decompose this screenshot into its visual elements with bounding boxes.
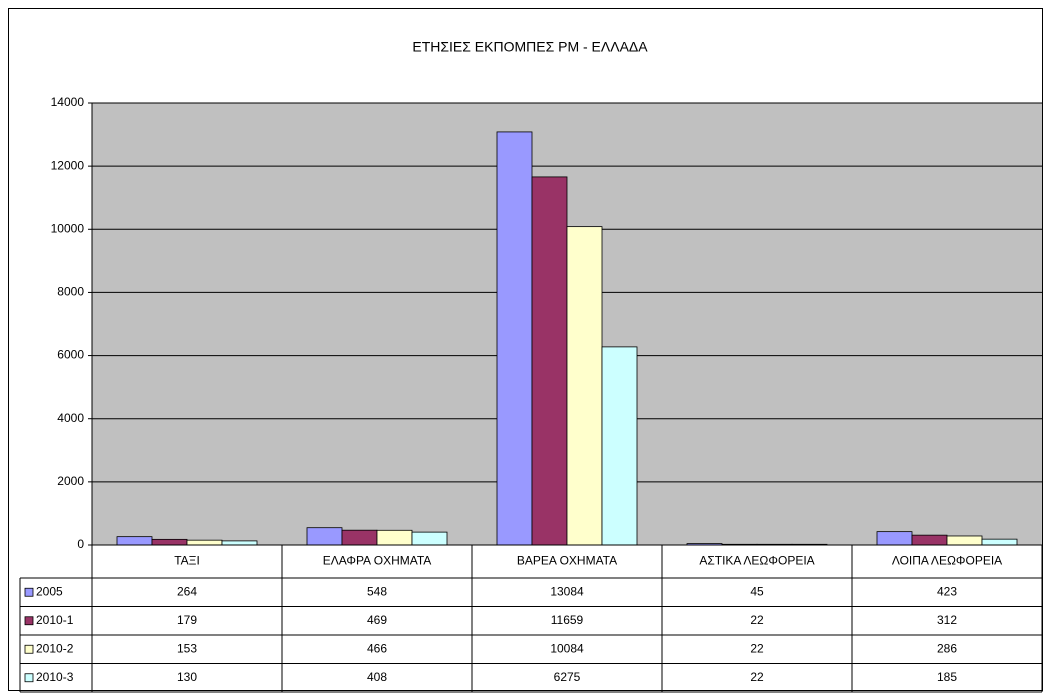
table-value: 312 — [937, 613, 957, 627]
table-value: 264 — [177, 584, 197, 598]
bar — [151, 538, 188, 546]
chart-title: ΕΤΗΣΙΕΣ ΕΚΠΟΜΠΕΣ PM - ΕΛΛΑΔΑ — [412, 39, 648, 55]
bar — [116, 536, 153, 546]
bar — [376, 529, 413, 546]
table-value: 22 — [750, 613, 764, 627]
table-value: 469 — [367, 613, 387, 627]
bar — [981, 538, 1018, 546]
bar — [531, 176, 568, 546]
table-value: 130 — [177, 670, 197, 684]
legend-key — [24, 587, 34, 597]
legend-label: 2010-1 — [36, 613, 74, 627]
x-tick-label: ΤΑΞΙ — [174, 554, 200, 568]
bar — [566, 226, 603, 546]
legend-key — [24, 644, 34, 654]
y-tick-label: 6000 — [57, 348, 84, 362]
table-value: 185 — [937, 670, 957, 684]
table-value: 13084 — [550, 584, 584, 598]
bar — [496, 131, 533, 546]
table-value: 10084 — [550, 641, 584, 655]
bar — [946, 535, 983, 546]
table-value: 6275 — [554, 670, 581, 684]
legend-label: 2010-3 — [36, 670, 74, 684]
table-value: 548 — [367, 584, 387, 598]
table-value: 408 — [367, 670, 387, 684]
table-value: 179 — [177, 613, 197, 627]
y-tick-label: 10000 — [51, 221, 85, 235]
table-value: 286 — [937, 641, 957, 655]
y-tick-label: 0 — [77, 537, 84, 551]
x-tick-label: ΕΛΑΦΡΑ ΟΧΗΜΑΤΑ — [323, 554, 432, 568]
table-value: 45 — [750, 584, 764, 598]
legend-key — [24, 616, 34, 626]
bar — [911, 534, 948, 546]
y-tick-label: 2000 — [57, 474, 84, 488]
table-value: 153 — [177, 641, 197, 655]
x-tick-label: ΒΑΡΕΑ ΟΧΗΜΑΤΑ — [517, 554, 617, 568]
bar — [221, 540, 258, 546]
table-value: 11659 — [551, 613, 584, 627]
table-value: 423 — [937, 584, 957, 598]
table-value: 22 — [750, 641, 764, 655]
x-tick-label: ΛΟΙΠΑ ΛΕΩΦΟΡΕΙΑ — [892, 554, 1002, 568]
bar — [306, 527, 343, 546]
x-tick-label: ΑΣΤΙΚΑ ΛΕΩΦΟΡΕΙΑ — [699, 554, 814, 568]
table-value: 466 — [367, 641, 387, 655]
y-tick-label: 4000 — [57, 411, 84, 425]
y-tick-label: 14000 — [51, 95, 85, 109]
bar — [341, 529, 378, 546]
table-value: 22 — [750, 670, 764, 684]
bar — [186, 539, 223, 546]
legend-key — [24, 673, 34, 683]
y-tick-label: 8000 — [57, 285, 84, 299]
bar — [411, 531, 448, 546]
bar — [876, 531, 913, 546]
legend-label: 2010-2 — [36, 641, 74, 655]
legend-label: 2005 — [36, 584, 63, 598]
y-tick-label: 12000 — [51, 158, 85, 172]
bar — [601, 346, 638, 546]
